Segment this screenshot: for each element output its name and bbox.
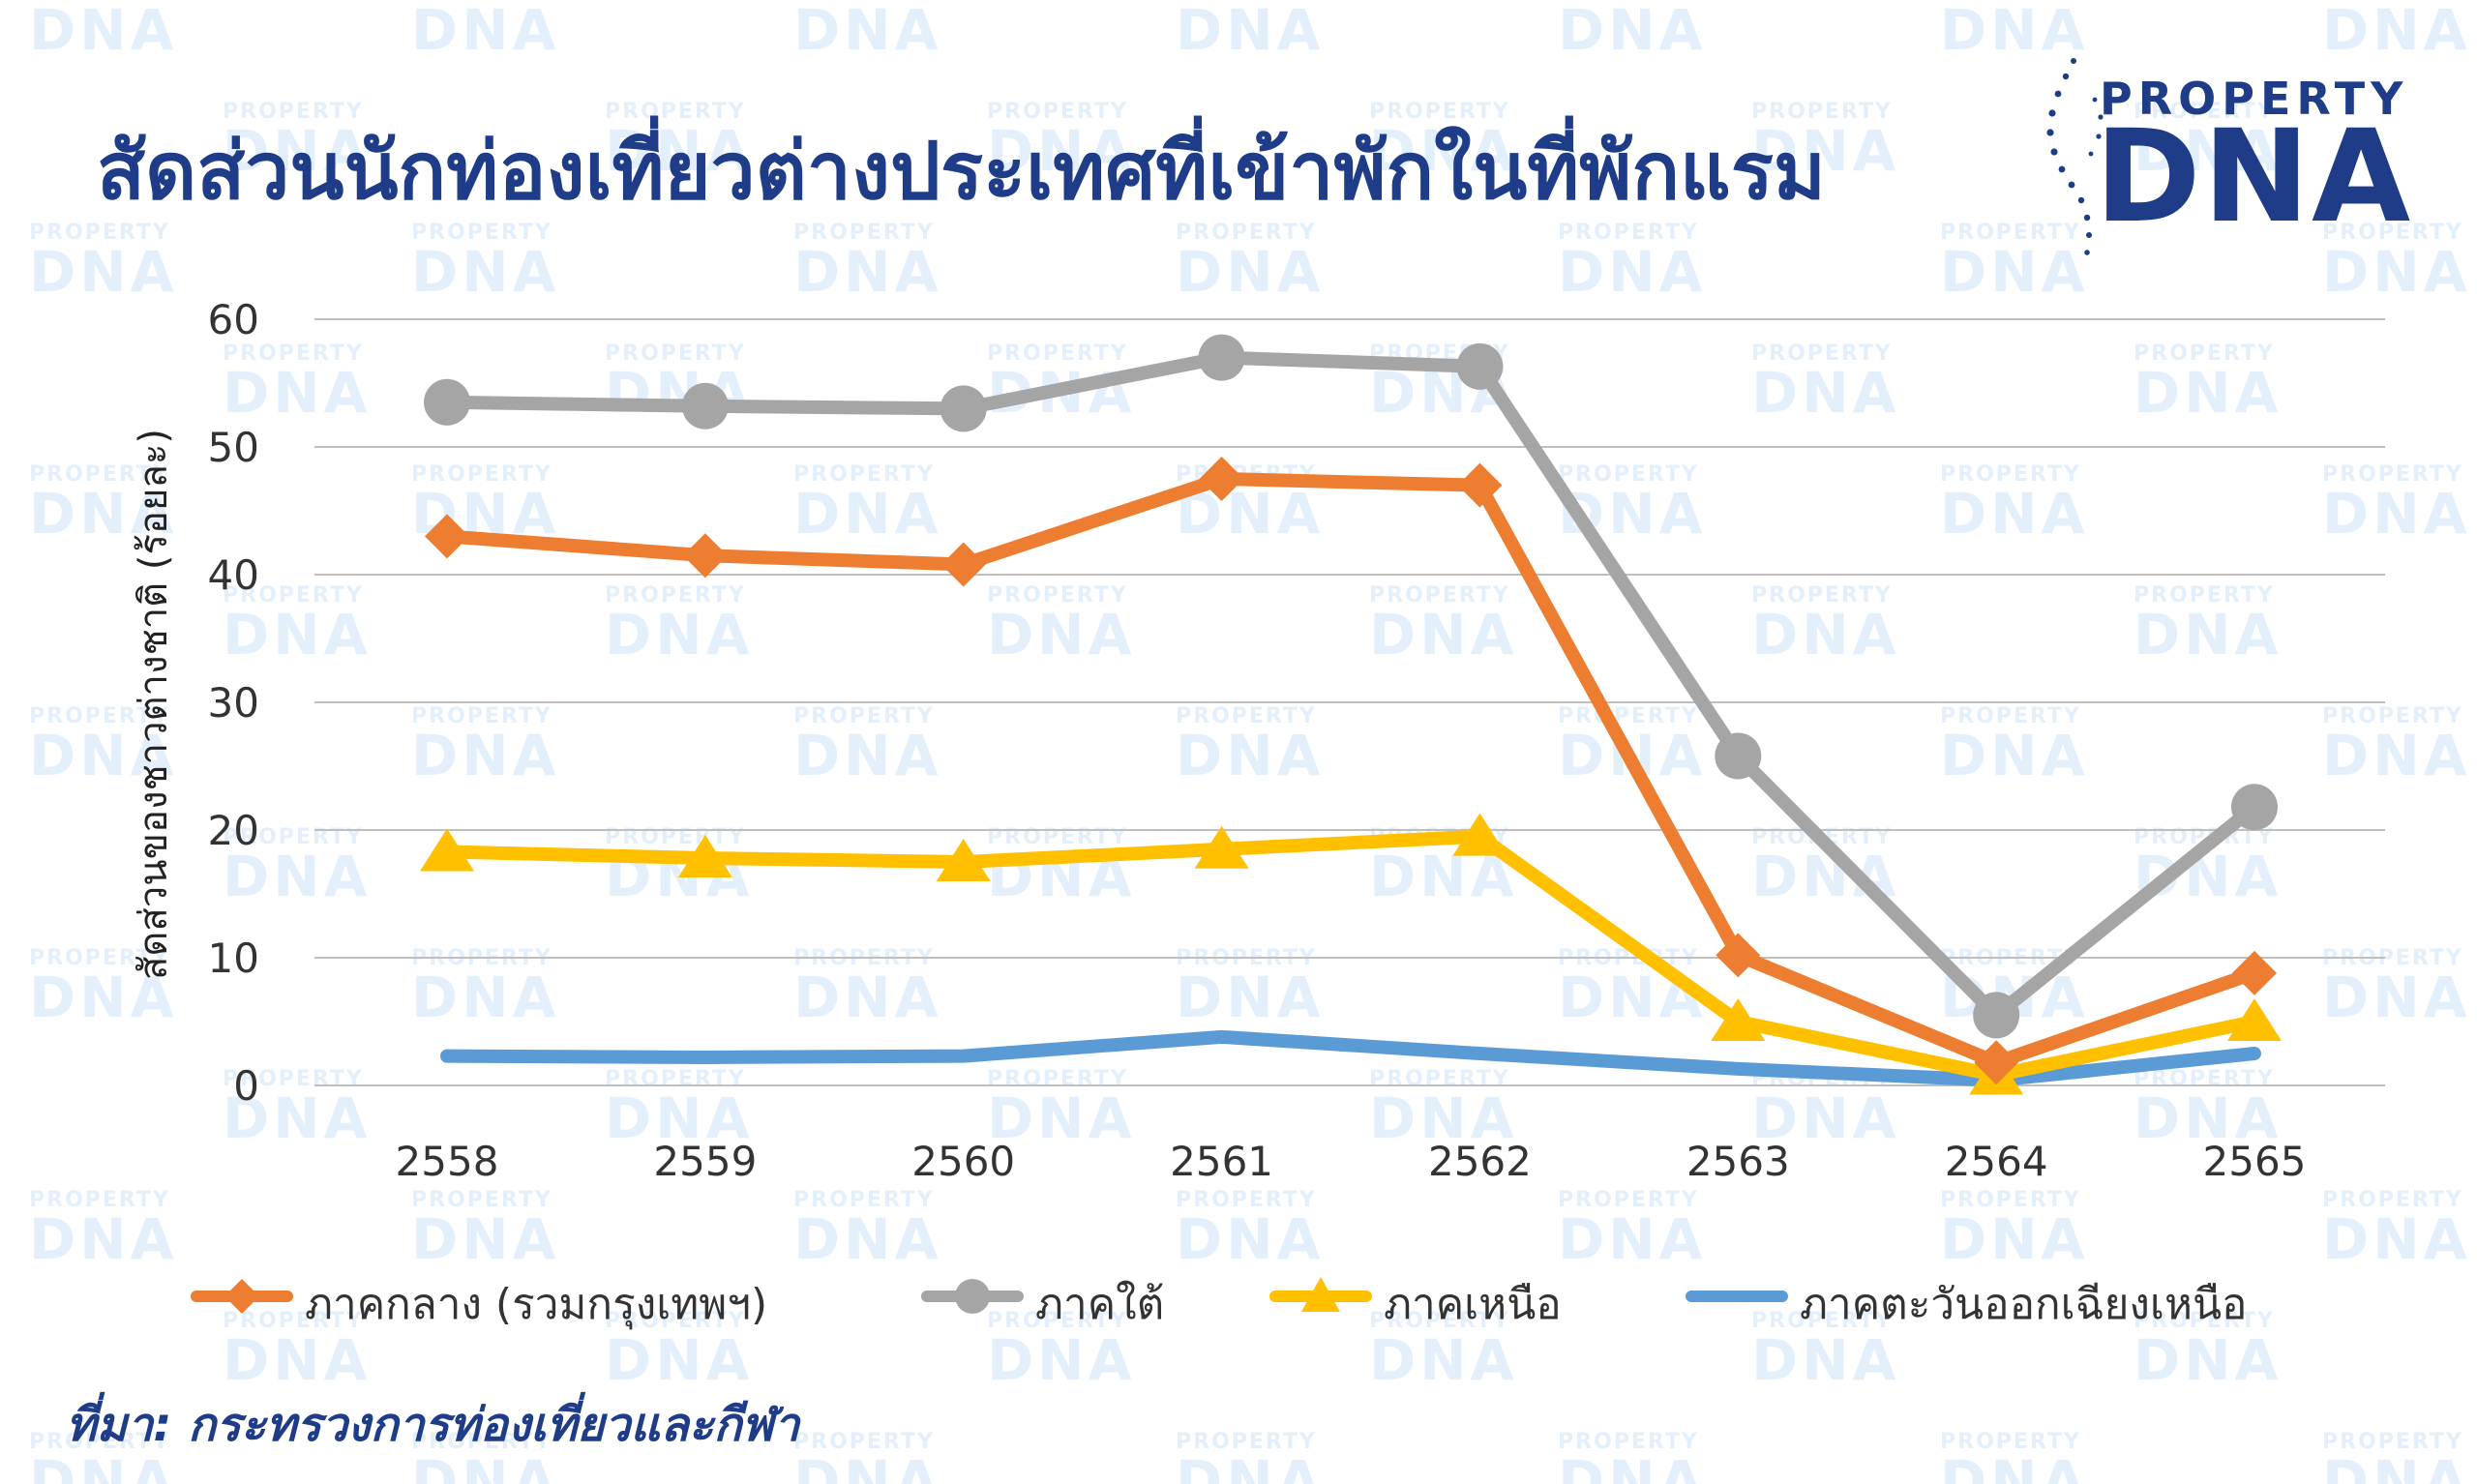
y-tick-label: 60 xyxy=(208,296,259,343)
series-line xyxy=(440,472,2261,1070)
x-tick-label: 2564 xyxy=(1945,1138,2048,1185)
data-point xyxy=(425,514,469,559)
legend-swatch-central xyxy=(191,1279,293,1314)
y-tick-label: 20 xyxy=(208,807,259,854)
series-line xyxy=(440,1029,2261,1087)
y-tick-label: 10 xyxy=(208,935,259,982)
series-south xyxy=(424,334,2278,1039)
x-tick-label: 2560 xyxy=(911,1138,1015,1185)
legend-swatch-south xyxy=(921,1279,1024,1314)
data-point xyxy=(677,835,732,878)
legend-label-northeast: ภาคตะวันออกเฉียงเหนือ xyxy=(1800,1280,2248,1329)
logo-dna-text: DNA xyxy=(2095,103,2413,252)
data-point xyxy=(1457,462,1503,508)
data-point xyxy=(1973,992,2020,1039)
data-point xyxy=(681,382,729,430)
legend-swatch-north xyxy=(1269,1277,1372,1312)
data-point xyxy=(424,378,470,426)
x-axis-ticks: 2558 2559 2560 2561 2562 2563 2564 2565 xyxy=(396,1138,2307,1185)
x-tick-label: 2561 xyxy=(1170,1138,1273,1185)
legend-label-south: ภาคใต้ xyxy=(1035,1280,1165,1329)
y-axis-ticks: 0 10 20 30 40 50 60 xyxy=(208,296,259,1110)
data-point xyxy=(420,828,474,872)
y-tick-label: 40 xyxy=(208,551,259,599)
legend-label-central: ภาคกลาง (รวมกรุงเทพฯ) xyxy=(305,1280,768,1329)
data-point xyxy=(2232,950,2277,995)
series-central xyxy=(425,457,2277,1085)
x-tick-label: 2559 xyxy=(653,1138,757,1185)
data-point xyxy=(940,542,986,587)
y-tick-label: 30 xyxy=(208,679,259,727)
data-point xyxy=(1715,732,1762,780)
series-north xyxy=(420,813,2282,1095)
x-tick-label: 2558 xyxy=(396,1138,499,1185)
property-dna-logo: PROPERTY DNA xyxy=(2037,44,2453,276)
y-tick-label: 0 xyxy=(233,1062,259,1110)
y-axis: สัดส่วนของชาวต่างชาติ (ร้อยละ) xyxy=(132,429,176,980)
data-point xyxy=(936,839,991,881)
data-point xyxy=(1199,457,1244,501)
data-point xyxy=(1198,334,1245,381)
series-line xyxy=(440,829,2261,1083)
data-point xyxy=(1974,1040,2019,1085)
dna-helix-icon xyxy=(2046,58,2104,255)
y-tick-label: 50 xyxy=(208,424,259,471)
data-point xyxy=(682,533,728,579)
y-axis-label: สัดส่วนของชาวต่างชาติ (ร้อยละ) xyxy=(132,429,176,980)
data-point xyxy=(2231,784,2278,831)
page-title: สัดส่วนนักท่องเที่ยวต่างประเทศที่เข้าพัก… xyxy=(97,126,1826,218)
source-note: ที่มา: กระทรวงการท่องเที่ยวและกีฬา xyxy=(66,1398,800,1452)
data-point xyxy=(1456,342,1504,390)
series-line xyxy=(440,350,2261,1023)
legend-swatch-northeast xyxy=(1686,1291,1788,1302)
logo-property-text: PROPERTY xyxy=(2100,73,2409,125)
data-point xyxy=(1711,998,1766,1041)
series-lines xyxy=(420,334,2282,1095)
x-tick-label: 2562 xyxy=(1428,1138,1532,1185)
series-northeast xyxy=(440,1029,2261,1087)
legend-label-north: ภาคเหนือ xyxy=(1384,1280,1562,1329)
x-tick-label: 2563 xyxy=(1686,1138,1790,1185)
chart-legend: ภาคกลาง (รวมกรุงเทพฯ) ภาคใต้ ภาคเหนือ ภา… xyxy=(189,1262,2317,1330)
data-point xyxy=(1452,813,1507,856)
x-tick-label: 2565 xyxy=(2203,1138,2307,1185)
data-point xyxy=(1716,933,1761,978)
data-point xyxy=(1194,825,1249,869)
gridlines xyxy=(314,318,2385,1086)
data-point xyxy=(2227,998,2282,1041)
data-point xyxy=(940,385,987,432)
